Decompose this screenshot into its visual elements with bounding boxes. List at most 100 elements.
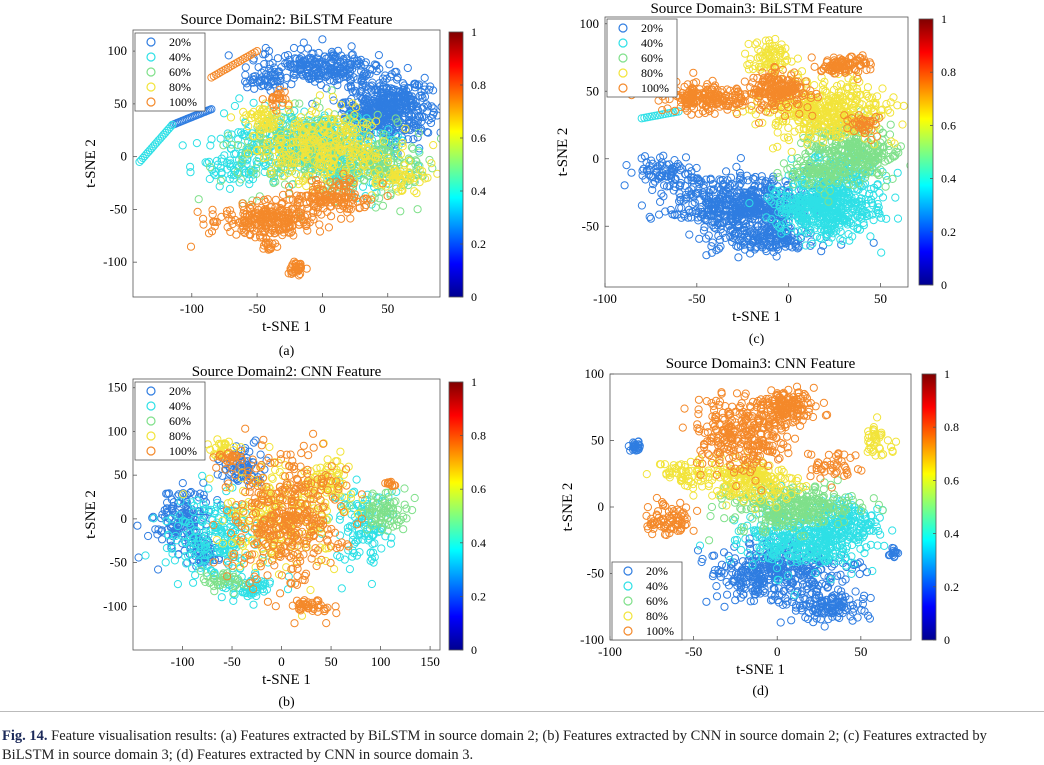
- data-point: [291, 170, 301, 179]
- data-point: [646, 214, 656, 223]
- data-point: [379, 137, 389, 146]
- data-point: [340, 555, 349, 564]
- data-point: [144, 531, 153, 541]
- legend-marker: [146, 52, 156, 62]
- data-point: [290, 462, 299, 471]
- data-point: [376, 516, 385, 525]
- data-point: [286, 138, 295, 148]
- data-point: [379, 507, 388, 516]
- data-point: [188, 533, 198, 542]
- data-point: [309, 156, 318, 165]
- x-tick-label: -100: [171, 654, 195, 669]
- data-point: [378, 201, 388, 210]
- data-point: [349, 504, 358, 513]
- data-point: [228, 60, 238, 70]
- data-point: [209, 72, 218, 81]
- data-point: [341, 465, 351, 474]
- data-point: [387, 533, 396, 542]
- data-point: [250, 550, 259, 559]
- data-point: [436, 128, 440, 137]
- data-point: [287, 150, 296, 159]
- data-point: [414, 112, 423, 121]
- data-point: [371, 154, 380, 163]
- plot-frame: [132, 29, 441, 298]
- data-point: [204, 484, 213, 493]
- data-point: [341, 116, 350, 125]
- data-point: [407, 143, 416, 152]
- data-point: [217, 453, 227, 462]
- legend-entry-label: 60%: [169, 65, 191, 79]
- data-point: [307, 74, 316, 83]
- data-point: [327, 159, 336, 168]
- data-point: [393, 118, 402, 127]
- colorbar-tick-label: 0: [471, 290, 477, 304]
- data-point: [209, 217, 219, 226]
- data-point: [372, 174, 381, 183]
- data-point: [237, 462, 246, 471]
- data-point: [263, 141, 272, 150]
- data-point: [263, 597, 272, 606]
- data-point: [241, 424, 250, 433]
- data-point: [216, 577, 225, 586]
- data-point: [186, 168, 195, 177]
- data-point: [370, 60, 379, 69]
- data-point: [271, 177, 280, 186]
- data-point: [346, 205, 355, 214]
- data-point: [271, 602, 280, 611]
- data-point: [310, 192, 319, 201]
- data-point: [690, 198, 699, 207]
- data-point: [225, 184, 235, 193]
- data-point: [235, 564, 245, 573]
- data-point: [255, 530, 264, 539]
- data-point: [402, 514, 411, 523]
- data-point: [344, 83, 353, 92]
- data-point: [325, 129, 334, 138]
- data-point: [255, 105, 264, 114]
- data-point: [238, 588, 247, 597]
- data-point: [260, 578, 269, 587]
- data-point: [356, 87, 365, 96]
- data-point: [213, 217, 222, 227]
- data-point: [748, 174, 758, 183]
- data-point: [314, 154, 323, 163]
- data-point: [252, 503, 261, 512]
- data-point: [396, 150, 405, 159]
- data-point: [295, 218, 304, 227]
- legend-entry-label: 100%: [169, 95, 197, 109]
- data-point: [682, 194, 691, 203]
- data-point: [357, 77, 366, 86]
- x-tick-label: 0: [319, 301, 326, 316]
- data-point: [373, 110, 382, 120]
- data-point: [441, 130, 448, 137]
- data-point: [736, 188, 745, 198]
- data-point: [326, 476, 335, 485]
- data-point: [218, 174, 227, 183]
- data-point: [384, 157, 393, 166]
- data-point: [382, 74, 391, 83]
- data-point: [288, 195, 297, 204]
- x-tick-label: 100: [371, 654, 391, 669]
- legend-entry-label: 20%: [169, 35, 191, 49]
- data-point: [266, 489, 276, 498]
- data-point: [403, 135, 413, 144]
- data-point: [382, 83, 391, 92]
- data-point: [297, 59, 307, 68]
- data-point: [282, 224, 291, 233]
- series-80-percent: [226, 91, 448, 200]
- data-point: [253, 528, 262, 538]
- data-point: [253, 47, 262, 56]
- data-point: [348, 199, 357, 208]
- data-point: [209, 169, 218, 178]
- data-point: [367, 195, 376, 204]
- data-point: [262, 119, 271, 128]
- data-point: [241, 168, 250, 177]
- data-point: [400, 500, 409, 509]
- data-point: [386, 191, 395, 200]
- data-point: [270, 458, 279, 467]
- data-point: [301, 483, 310, 492]
- data-point: [303, 465, 312, 474]
- data-point: [393, 169, 402, 178]
- data-point: [200, 551, 209, 560]
- data-point: [706, 174, 715, 183]
- data-point: [298, 70, 307, 79]
